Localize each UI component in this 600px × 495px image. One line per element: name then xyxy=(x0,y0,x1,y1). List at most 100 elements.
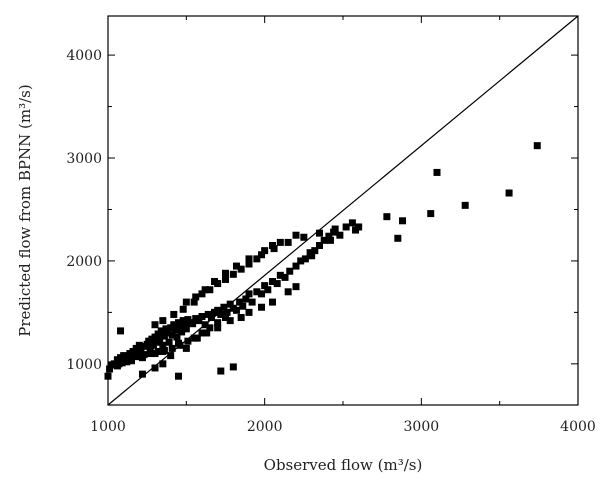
data-point xyxy=(292,283,300,291)
data-point xyxy=(433,168,441,176)
data-point xyxy=(261,282,269,290)
data-point xyxy=(214,324,222,332)
data-point xyxy=(211,278,219,286)
data-point xyxy=(184,337,192,345)
data-point xyxy=(237,314,245,322)
data-point xyxy=(286,267,294,275)
data-point xyxy=(245,308,253,316)
data-point xyxy=(427,210,435,218)
data-point xyxy=(336,231,344,239)
data-point xyxy=(146,350,154,358)
data-point xyxy=(226,317,234,325)
data-point xyxy=(222,275,229,283)
data-point xyxy=(165,338,173,346)
data-point xyxy=(311,247,319,255)
data-point xyxy=(269,298,276,306)
data-point xyxy=(222,314,229,322)
y-axis-ticks xyxy=(108,54,578,365)
data-point xyxy=(242,295,250,303)
data-point xyxy=(342,223,350,231)
data-point xyxy=(300,233,308,241)
data-point xyxy=(168,331,176,339)
data-point xyxy=(301,255,309,263)
x-axis-ticks xyxy=(107,16,579,405)
data-point xyxy=(178,328,186,336)
data-point xyxy=(326,236,334,244)
data-point xyxy=(137,345,145,353)
data-point xyxy=(198,329,206,337)
y-axis-title: Predicted flow from BPNN (m³/s) xyxy=(16,84,34,336)
data-point xyxy=(320,236,328,244)
data-point xyxy=(308,252,316,260)
data-point xyxy=(160,346,168,354)
data-point xyxy=(182,325,190,333)
data-point xyxy=(193,334,201,342)
data-point xyxy=(162,325,170,333)
x-axis-title: Observed flow (m³/s) xyxy=(264,456,423,474)
data-point xyxy=(245,255,253,263)
data-point xyxy=(120,352,128,360)
data-point xyxy=(273,280,281,288)
data-point xyxy=(135,341,143,349)
data-point xyxy=(182,298,190,306)
data-point xyxy=(134,353,142,361)
data-point xyxy=(151,321,159,329)
data-point xyxy=(164,329,172,337)
data-point xyxy=(258,251,266,259)
data-point xyxy=(239,302,247,310)
data-point xyxy=(159,360,167,368)
data-point xyxy=(348,219,356,227)
data-point xyxy=(269,278,276,286)
data-point xyxy=(156,336,164,344)
data-point xyxy=(167,352,175,360)
data-points xyxy=(104,142,541,380)
data-point xyxy=(220,303,228,311)
data-point xyxy=(316,229,323,237)
x-tick-label: 1000 xyxy=(90,419,126,435)
data-point xyxy=(170,310,178,318)
data-point xyxy=(229,363,237,371)
data-point xyxy=(399,217,407,225)
data-point xyxy=(292,231,300,239)
data-point xyxy=(229,270,237,278)
data-point xyxy=(206,286,214,294)
data-point xyxy=(140,351,148,359)
data-point xyxy=(117,327,125,335)
data-point xyxy=(258,303,266,311)
data-point xyxy=(505,189,513,197)
data-point xyxy=(236,298,244,306)
data-point xyxy=(253,255,261,263)
data-point xyxy=(281,273,289,281)
data-point xyxy=(276,271,284,279)
data-point xyxy=(179,305,187,313)
data-point xyxy=(316,241,323,249)
data-point xyxy=(179,317,187,325)
data-point xyxy=(176,323,184,331)
data-point xyxy=(394,234,402,242)
data-point xyxy=(154,347,162,355)
data-point xyxy=(264,286,272,294)
data-point xyxy=(248,298,256,306)
data-point xyxy=(190,298,198,306)
data-point xyxy=(106,365,114,373)
data-point xyxy=(237,265,245,273)
one-to-one-reference-line xyxy=(107,15,579,406)
y-axis-tick-labels: 1000 2000 3000 4000 xyxy=(66,48,102,373)
data-point xyxy=(168,344,176,352)
data-point xyxy=(253,288,261,296)
data-point xyxy=(171,326,179,334)
y-tick-label: 2000 xyxy=(66,254,102,270)
data-point xyxy=(175,319,182,327)
data-point xyxy=(128,355,135,363)
y-tick-label: 1000 xyxy=(66,357,102,373)
data-point xyxy=(207,314,215,322)
x-tick-label: 3000 xyxy=(404,419,440,435)
data-point xyxy=(297,257,305,265)
data-point xyxy=(261,247,269,255)
data-point xyxy=(214,319,222,327)
data-point xyxy=(189,320,197,328)
data-point xyxy=(245,290,253,298)
data-point xyxy=(182,344,190,352)
data-point xyxy=(331,225,339,233)
